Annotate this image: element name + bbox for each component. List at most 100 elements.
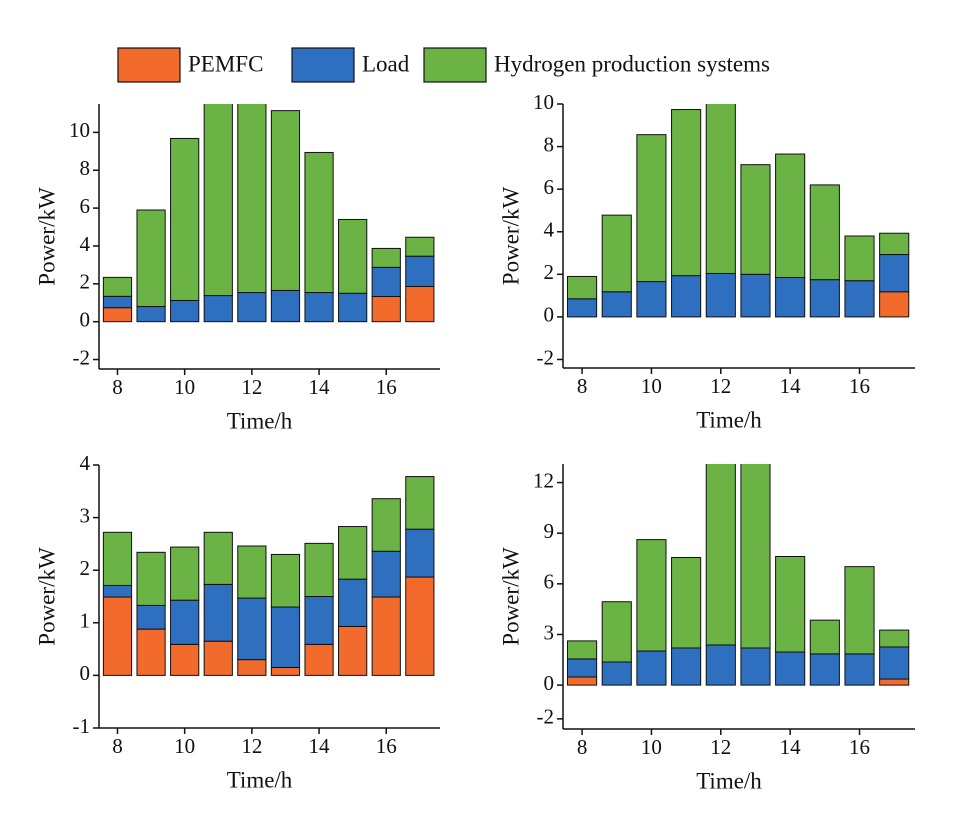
bar [237, 545, 267, 599]
subplot: -2 0 3 6 9 12 8 10 12 14 16 Time/h Power/kW [498, 464, 915, 793]
bar [705, 644, 736, 686]
x-axis-label: Time/h [696, 768, 762, 793]
bar [102, 584, 133, 598]
bar [304, 643, 334, 676]
bar [102, 307, 133, 323]
bar [237, 597, 267, 661]
y-tick-label: -2 [73, 345, 91, 369]
bar [879, 291, 910, 318]
bar [304, 596, 334, 645]
y-tick-label: 4 [544, 218, 555, 242]
bar [136, 551, 166, 606]
legend-swatch [423, 47, 487, 83]
bars [102, 476, 435, 676]
bar [775, 555, 806, 653]
x-tick-label: 8 [112, 375, 123, 399]
y-axis-label: Power/kW [34, 187, 59, 286]
x-axis-label: Time/h [227, 408, 293, 433]
bar [405, 285, 435, 323]
bar [405, 476, 435, 530]
bar [705, 104, 736, 274]
bar [338, 625, 368, 676]
y-tick-label: 9 [544, 519, 555, 543]
subplot: -2 0 2 4 6 8 10 8 10 12 14 16 Time/h Power/kW [498, 90, 915, 432]
bar [102, 596, 133, 676]
bar [170, 546, 200, 601]
y-tick-label: 2 [80, 556, 91, 580]
bar [567, 275, 598, 300]
bar [671, 557, 702, 649]
bar [879, 646, 910, 680]
bar [671, 647, 702, 686]
y-tick-label: -1 [73, 714, 91, 738]
bar [809, 279, 840, 318]
y-tick-label: -2 [537, 345, 555, 369]
y-tick-label: 10 [69, 118, 90, 142]
bar [879, 678, 910, 686]
bar [671, 109, 702, 277]
x-tick-label: 10 [641, 374, 662, 398]
bar [102, 276, 133, 297]
bar [371, 296, 401, 323]
x-tick-label: 14 [309, 734, 331, 758]
x-tick-label: 8 [577, 735, 588, 759]
bar [740, 164, 771, 275]
bar [203, 295, 233, 323]
legend-swatch [291, 47, 355, 83]
y-tick-label: 3 [544, 620, 555, 644]
bar [203, 104, 233, 297]
bar [136, 604, 166, 630]
bar [270, 289, 301, 323]
y-tick-label: 0 [80, 661, 91, 685]
bar [237, 659, 267, 676]
x-tick-label: 12 [241, 734, 262, 758]
y-tick-label: 2 [80, 270, 91, 294]
y-axis-label: Power/kW [498, 547, 523, 646]
bar [136, 306, 166, 323]
bar [270, 553, 301, 608]
bar [879, 254, 910, 293]
bar [740, 273, 771, 318]
bar [203, 531, 233, 585]
x-axis-label: Time/h [696, 407, 762, 432]
y-tick-label: 2 [544, 260, 555, 284]
bar [809, 184, 840, 281]
y-tick-label: 6 [544, 175, 555, 199]
bar [636, 281, 667, 318]
bar [775, 651, 806, 686]
bar [567, 658, 598, 678]
bar [405, 576, 435, 676]
bar [304, 292, 334, 323]
bar [601, 661, 632, 686]
bar [567, 676, 598, 686]
bar [601, 214, 632, 293]
y-tick-label: 0 [80, 307, 91, 331]
bar [844, 566, 875, 655]
bars [567, 104, 910, 318]
y-tick-label: 0 [544, 671, 555, 695]
y-tick-label: 4 [80, 232, 91, 256]
y-axis-label: Power/kW [498, 187, 523, 286]
bar [844, 235, 875, 282]
bar [601, 291, 632, 318]
bar [601, 601, 632, 663]
bar [705, 464, 736, 646]
x-tick-label: 10 [641, 735, 662, 759]
legend-label: PEMFC [188, 51, 263, 76]
bar [740, 464, 771, 649]
x-tick-label: 16 [849, 374, 870, 398]
bar [844, 653, 875, 686]
x-tick-label: 16 [376, 734, 397, 758]
x-axis-label: Time/h [227, 767, 293, 792]
y-axis-label: Power/kW [34, 547, 59, 646]
legend-label: Load [362, 51, 410, 76]
bar [371, 550, 401, 598]
x-tick-label: 12 [710, 374, 731, 398]
bar [405, 255, 435, 287]
x-tick-label: 10 [174, 375, 195, 399]
bar [567, 298, 598, 318]
bar [809, 619, 840, 655]
bar [170, 299, 200, 323]
